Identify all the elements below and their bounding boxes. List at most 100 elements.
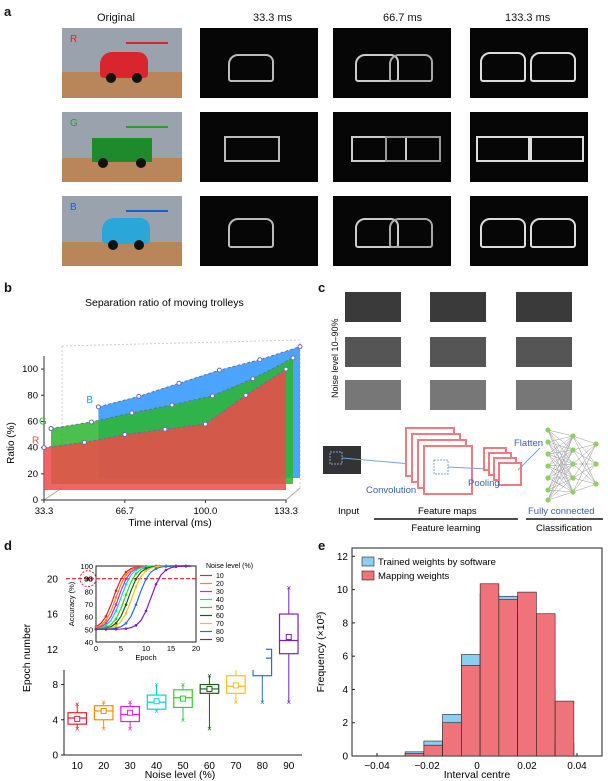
mean-90	[285, 633, 292, 640]
fc-node	[545, 487, 551, 493]
mean-20	[100, 707, 107, 714]
fc-edge	[547, 435, 574, 467]
mapping-bar	[554, 700, 575, 757]
inset-point-80	[154, 567, 158, 570]
chart-d-ytick-label: 0	[52, 751, 58, 762]
inset-xtick-label: 20	[192, 644, 200, 653]
inset-point-10	[104, 614, 108, 618]
label-convolution: Convolution	[366, 485, 416, 496]
fc-edge	[547, 453, 574, 479]
inset-90-marker-circle	[79, 570, 97, 588]
fc-edge	[572, 435, 597, 485]
fc-edge	[547, 449, 574, 501]
trolley-frame-b-33ms	[200, 196, 318, 266]
chart-d-ytick-label: 4	[52, 715, 58, 726]
fc-edge	[572, 435, 597, 465]
inset-ytick-label: 40	[85, 638, 93, 647]
inset-ytick-label: 60	[85, 613, 93, 622]
noise-img-2-2	[430, 337, 486, 367]
inset-point-90	[184, 564, 188, 568]
label-input: Input	[338, 506, 359, 517]
chart-e-ytick-label: 0	[342, 752, 348, 763]
outlier-10: ×	[75, 700, 80, 709]
inset-point-10	[114, 589, 118, 592]
inset-ytick-label: 70	[85, 600, 93, 609]
point-series-B	[95, 404, 101, 410]
fc-edge	[547, 435, 574, 455]
outlier-50: ×	[181, 681, 186, 690]
outlier-90: ×	[286, 698, 291, 707]
trolley-frame-r-133ms	[470, 28, 588, 98]
point-series-G	[250, 376, 256, 382]
fc-edge	[572, 443, 597, 451]
chart-b-ylabel: Ratio (%)	[6, 422, 17, 464]
inset-point-60	[134, 577, 138, 581]
fc-edge	[572, 449, 597, 465]
fc-node	[545, 475, 551, 481]
fc-edge	[547, 449, 574, 491]
outlier-50: ×	[181, 716, 186, 725]
inset-point-10	[124, 570, 128, 574]
label-feature-learning: Feature learning	[411, 523, 480, 534]
inset-point-90	[134, 624, 138, 627]
inset-point-60	[144, 567, 148, 570]
chart-d-xtick-label: 10	[72, 761, 84, 772]
panel-d-label: d	[4, 538, 12, 553]
chart-b-xtick-label: 66.7	[116, 506, 135, 517]
column-original-label: Original	[97, 12, 135, 24]
original-photo-blue-trolley: B	[62, 196, 182, 266]
series-label-B: B	[86, 395, 93, 406]
inset-point-90	[154, 583, 158, 586]
trolley-frame-r-67ms	[333, 28, 451, 98]
chart-e-ytick-label: 10	[337, 585, 349, 596]
fc-edge	[547, 477, 574, 491]
mean-30	[127, 709, 134, 716]
fc-node	[570, 433, 576, 439]
inset-point-50	[134, 572, 138, 575]
inset-xtick-label: 10	[142, 644, 150, 653]
point-series-R	[122, 432, 128, 438]
inset-90-marker-label: 90	[84, 575, 92, 584]
point-series-R	[283, 366, 289, 372]
chart-d-ytick-label: 20	[47, 574, 59, 585]
inset-legend-label-80: 80	[216, 629, 224, 636]
cnn-diagram: Input Convolution Feature maps Pooling F…	[323, 427, 603, 534]
fc-edge	[547, 489, 574, 493]
inset-point-40	[134, 568, 138, 572]
inset-point-90	[124, 627, 128, 630]
inset-point-60	[114, 621, 118, 625]
inset-point-90	[114, 627, 118, 631]
chart-d-ytick-label: 8	[52, 680, 58, 691]
outlier-10: ×	[75, 725, 80, 734]
inset-point-40	[114, 609, 118, 613]
inset-point-20	[114, 596, 118, 599]
fc-edge	[547, 441, 574, 493]
inset-ytick-label: 80	[85, 587, 93, 596]
mapping-bar	[461, 665, 481, 757]
chart-e-ytick-label: 8	[342, 618, 348, 629]
inset-point-40	[124, 583, 128, 586]
inset-point-80	[124, 621, 128, 625]
fc-node	[570, 489, 576, 495]
fc-edge	[572, 443, 597, 493]
label-pooling: Pooling	[468, 478, 500, 489]
legend-mapping: Mapping weights	[378, 571, 450, 582]
trolley-frame-b-133ms	[470, 196, 588, 266]
fc-edge	[547, 463, 574, 501]
chart-d-xtick-label: 20	[98, 761, 110, 772]
inset-point-30	[124, 577, 128, 581]
fc-edge	[547, 435, 574, 443]
label-classification: Classification	[536, 523, 592, 534]
fc-edge	[572, 463, 597, 479]
chart-e-ylabel: Frequency (×10³)	[315, 612, 327, 693]
chart-e-xlabel: Interval centre	[444, 769, 511, 781]
row-letter-b: B	[70, 202, 77, 213]
point-series-G	[88, 419, 94, 425]
mapping-bar	[536, 613, 556, 757]
chart-d-xtick-label: 40	[151, 761, 163, 772]
fc-edge	[547, 441, 574, 465]
chart-e-ytick-label: 12	[337, 552, 349, 563]
fc-node	[593, 461, 599, 467]
mapping-bar	[423, 744, 443, 757]
